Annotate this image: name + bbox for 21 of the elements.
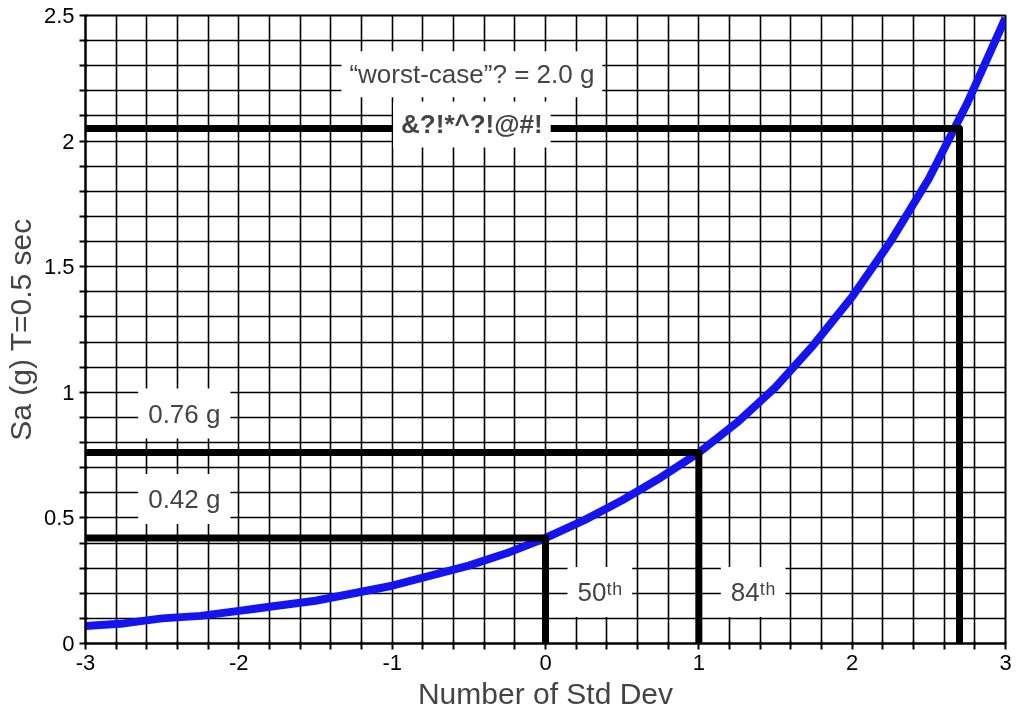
x-tick-label: 1	[692, 649, 705, 675]
y-tick-label: 1	[62, 379, 75, 405]
x-tick-label: -2	[229, 649, 249, 675]
annotation: 0.42 g	[148, 484, 221, 514]
annotation: 50ᵗʰ	[577, 576, 623, 607]
annotation: &?!*^?!@#!	[401, 109, 543, 140]
x-tick-label: 2	[846, 649, 859, 675]
annotation: 84ᵗʰ	[730, 576, 776, 607]
annotation: 0.76 g	[148, 398, 221, 429]
y-tick-label: 0.5	[43, 505, 75, 531]
y-axis-title: Sa (g) T=0.5 sec	[3, 218, 37, 441]
x-tick-label: 3	[999, 649, 1012, 675]
annotation: “worst-case”? = 2.0 g	[349, 59, 595, 90]
x-tick-label: 0	[539, 649, 552, 675]
x-axis-title: Number of Std Dev	[417, 676, 674, 710]
y-tick-label: 0	[62, 631, 75, 656]
x-tick-label: -3	[75, 649, 96, 675]
y-tick-label: 2	[62, 128, 75, 154]
y-tick-label: 2.5	[43, 3, 75, 28]
y-tick-label: 1.5	[43, 254, 75, 280]
x-tick-label: -1	[382, 649, 402, 675]
